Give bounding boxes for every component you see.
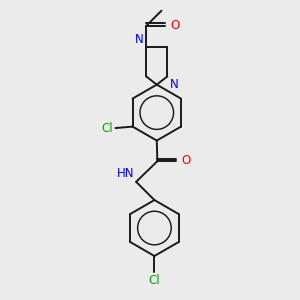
Text: O: O [181,154,190,167]
Text: N: N [170,78,178,91]
Text: HN: HN [117,167,135,180]
Text: O: O [171,19,180,32]
Text: Cl: Cl [148,274,160,287]
Text: Cl: Cl [101,122,113,135]
Text: N: N [135,33,144,46]
